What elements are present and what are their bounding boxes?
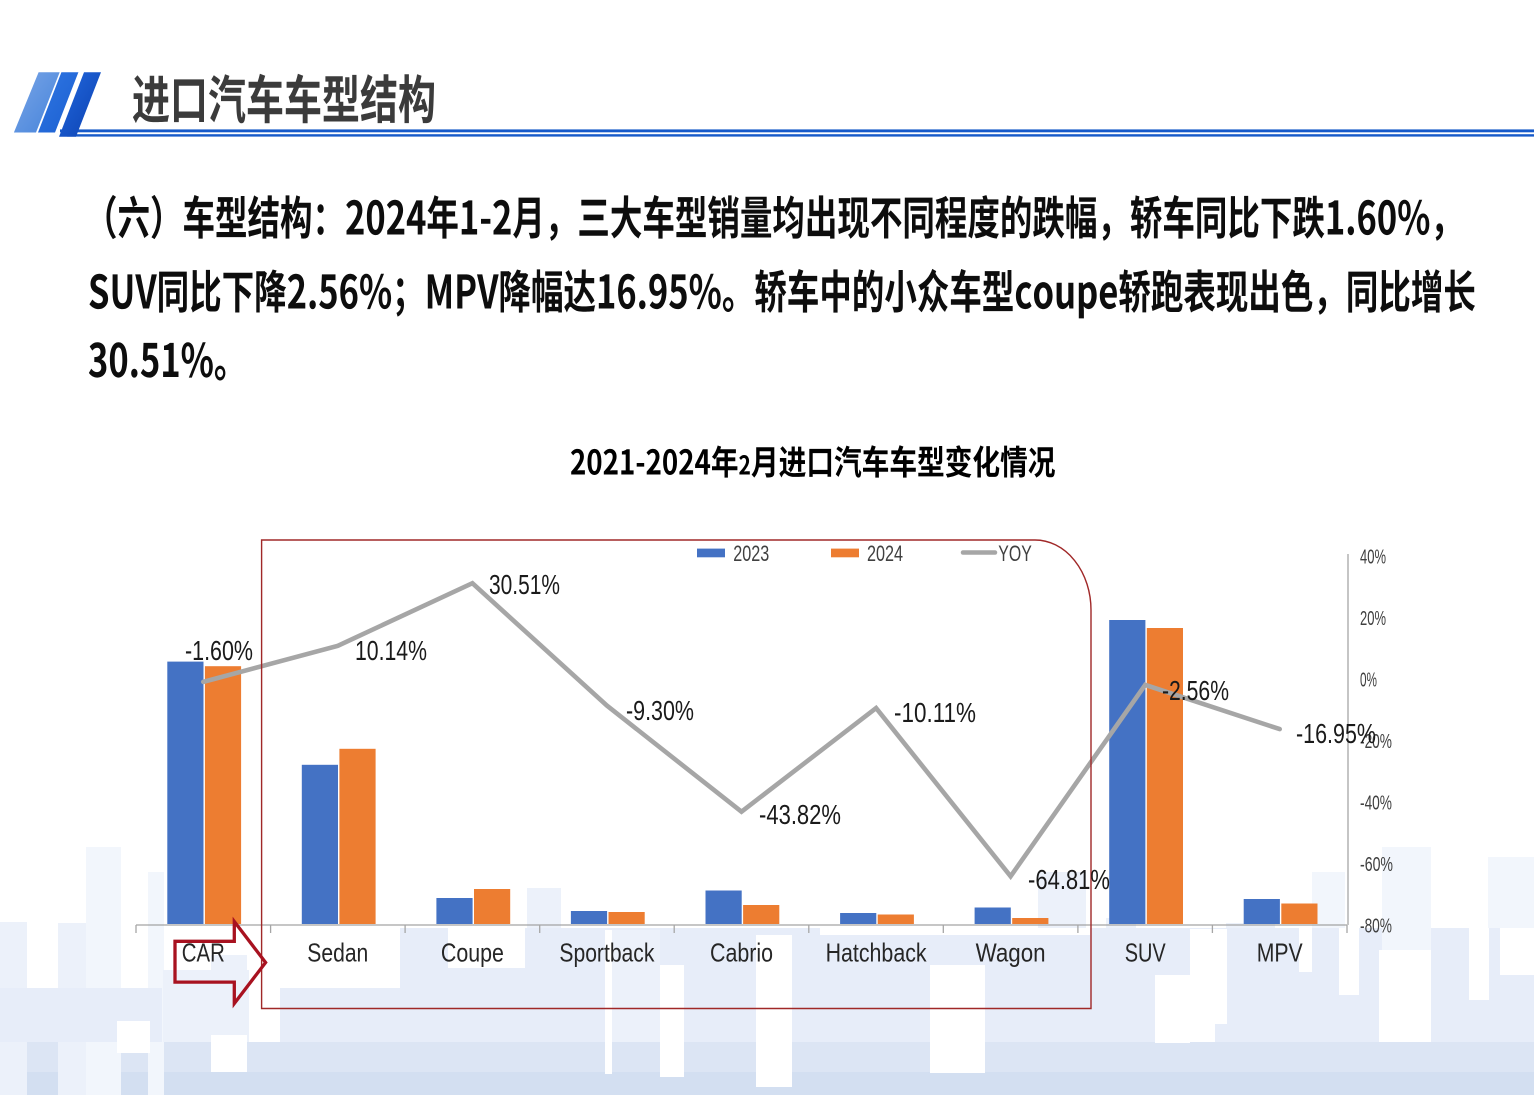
svg-text:-2.56%: -2.56% [1162, 675, 1229, 706]
svg-text:-10.11%: -10.11% [894, 697, 976, 728]
svg-text:10.14%: 10.14% [355, 635, 427, 666]
svg-text:Cabrio: Cabrio [710, 938, 773, 968]
svg-text:CAR: CAR [182, 938, 225, 968]
svg-text:20%: 20% [1360, 608, 1386, 630]
svg-text:Hatchback: Hatchback [826, 938, 928, 968]
svg-text:-40%: -40% [1360, 793, 1392, 815]
svg-text:-16.95%: -16.95% [1296, 718, 1376, 749]
svg-text:-80%: -80% [1360, 916, 1392, 938]
svg-text:-43.82%: -43.82% [759, 799, 841, 830]
svg-text:-64.81%: -64.81% [1028, 864, 1110, 895]
svg-text:Sportback: Sportback [559, 938, 655, 968]
svg-text:Sedan: Sedan [307, 938, 368, 968]
svg-text:-9.30%: -9.30% [626, 695, 694, 726]
svg-text:Coupe: Coupe [441, 938, 504, 968]
svg-text:-60%: -60% [1360, 854, 1393, 876]
svg-text:2024: 2024 [867, 541, 903, 566]
svg-text:-1.60%: -1.60% [185, 635, 253, 666]
svg-text:30.51%: 30.51% [489, 569, 560, 600]
svg-text:Wagon: Wagon [976, 938, 1046, 968]
svg-text:0%: 0% [1360, 670, 1377, 692]
svg-text:-20%: -20% [1360, 731, 1392, 753]
svg-text:2023: 2023 [733, 541, 769, 566]
svg-text:40%: 40% [1360, 547, 1386, 569]
svg-text:SUV: SUV [1125, 938, 1166, 968]
svg-text:YOY: YOY [998, 541, 1032, 566]
svg-text:MPV: MPV [1257, 938, 1304, 968]
